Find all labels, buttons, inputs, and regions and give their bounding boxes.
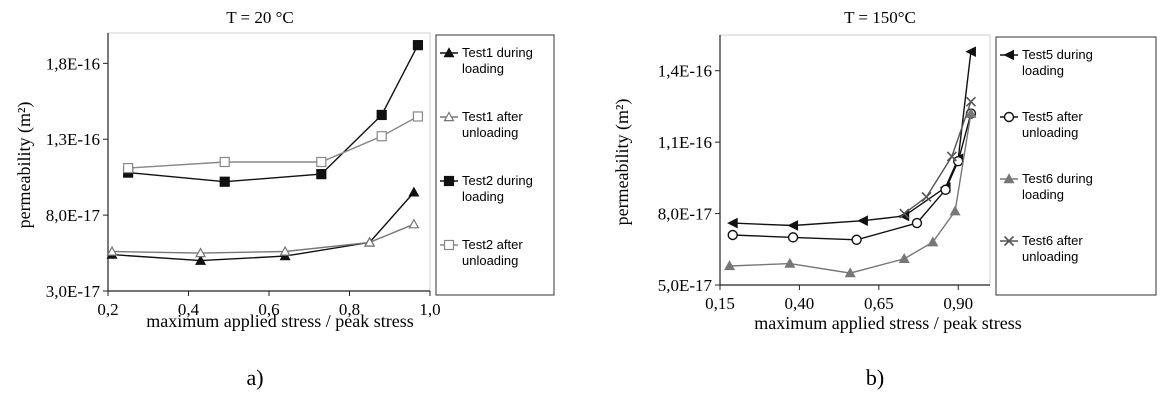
y-tick-label: 1,4E-16: [658, 62, 712, 81]
caption-a: a): [246, 365, 263, 390]
series-line-1: [111, 191, 415, 262]
data-point: [364, 236, 376, 247]
chart-b-ylabel: permeability (m²): [612, 99, 633, 226]
legend-label-3: Test6 during loading: [1022, 171, 1093, 202]
legend-label-2: Test1 after unloading: [462, 109, 523, 140]
data-point: [376, 109, 387, 121]
data-point: [123, 162, 134, 174]
data-point: [724, 260, 736, 271]
legend-marker: [443, 47, 455, 58]
chart-a-ylabel: permeability (m²): [14, 102, 35, 229]
data-point: [857, 215, 868, 227]
data-point: [106, 245, 118, 256]
data-point: [965, 46, 976, 57]
data-point: [376, 131, 387, 142]
data-point: [911, 217, 923, 229]
legend-label-4: Test6 after unloading: [1022, 233, 1083, 264]
y-tick-label: 8,0E-17: [658, 205, 713, 224]
data-point: [408, 218, 420, 229]
data-point: [784, 257, 796, 268]
x-tick-label: 0,40: [785, 294, 815, 313]
data-point: [927, 236, 939, 247]
series-line-1: [732, 51, 972, 227]
x-tick-label: 0,4: [178, 300, 200, 319]
legend-label-2: Test5 after unloading: [1022, 109, 1083, 140]
y-tick-label: 5,0E-17: [658, 276, 713, 295]
data-point: [787, 220, 799, 231]
legend-marker: [1003, 173, 1015, 184]
y-tick-label: 1,3E-16: [46, 130, 100, 149]
series-line-3: [128, 44, 419, 183]
y-tick-label: 1,1E-16: [658, 133, 712, 152]
chart-a-title: T = 20 °C: [226, 8, 294, 27]
x-tick-label: 0,65: [864, 294, 894, 313]
x-tick-label: 0,15: [705, 294, 735, 313]
chart-b-legend: [995, 36, 1157, 296]
legend-marker: [443, 175, 455, 187]
series-line-3: [729, 113, 972, 274]
legend-marker: [443, 239, 455, 251]
data-point: [412, 40, 424, 51]
x-tick-label: 0,6: [258, 300, 279, 319]
data-point: [953, 155, 964, 167]
series-line-4: [903, 101, 972, 215]
caption-b: b): [866, 365, 884, 390]
panel-a: T = 20 °C 3,0E-17 8,0E-17 1,3E-16 1,8E-16 0…: [14, 8, 555, 390]
legend-marker: [1003, 235, 1015, 247]
data-point: [727, 217, 738, 229]
data-point: [965, 107, 977, 118]
data-point: [946, 151, 957, 162]
data-point: [899, 208, 910, 219]
data-point: [844, 267, 856, 278]
data-point: [412, 111, 424, 122]
data-point: [219, 156, 230, 168]
chart-a-legend: [435, 34, 555, 296]
x-tick-label: 1,0: [419, 300, 440, 319]
data-point: [408, 186, 420, 197]
data-point: [898, 253, 910, 264]
data-point: [921, 191, 932, 202]
data-point: [316, 169, 327, 180]
data-point: [851, 234, 862, 245]
data-point: [195, 247, 207, 258]
y-tick-label: 1,8E-16: [46, 54, 100, 73]
legend-marker: [1003, 49, 1014, 61]
data-point: [940, 184, 951, 195]
data-point: [965, 96, 977, 107]
data-point: [219, 176, 230, 187]
y-tick-label: 3,0E-17: [46, 282, 101, 301]
x-tick-label: 0,90: [943, 294, 973, 313]
y-tick-label: 8,0E-17: [46, 206, 101, 225]
legend-label-3: Test2 during loading: [462, 173, 533, 204]
legend-label-1: Test5 during loading: [1022, 47, 1093, 78]
legend-marker: [443, 111, 455, 122]
legend-marker: [1003, 111, 1015, 123]
data-point: [727, 229, 738, 241]
chart-b-xlabel: maximum applied stress / peak stress: [754, 313, 1021, 333]
series-line-4: [128, 115, 419, 169]
data-point: [316, 156, 327, 168]
panel-b: T = 150°C 5,0E-17 8,0E-17 1,1E-16 1,4E-16 0…: [612, 8, 1157, 390]
data-point: [279, 245, 291, 256]
data-point: [949, 205, 961, 216]
chart-a-xlabel: maximum applied stress / peak stress: [146, 311, 413, 331]
data-point: [195, 254, 207, 265]
x-tick-label: 0,2: [97, 300, 118, 319]
chart-b-title: T = 150°C: [844, 8, 916, 27]
data-point: [787, 232, 799, 243]
legend-label-1: Test1 during loading: [462, 45, 533, 76]
legend-label-4: Test2 after unloading: [462, 237, 523, 268]
x-tick-label: 0,8: [339, 300, 360, 319]
